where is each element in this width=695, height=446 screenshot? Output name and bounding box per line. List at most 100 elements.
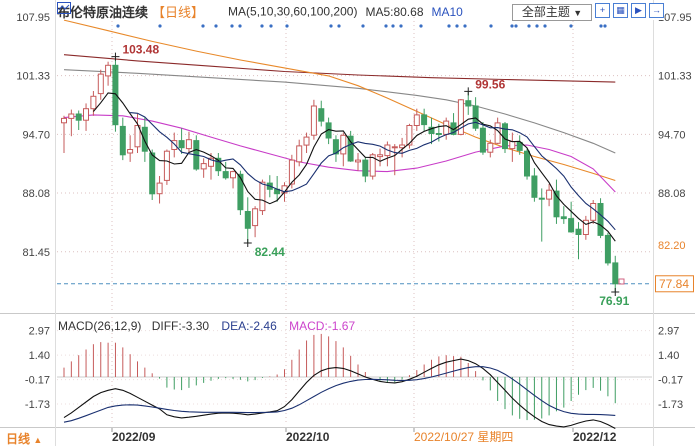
candle-body — [435, 133, 442, 135]
candle-body — [230, 171, 236, 179]
macd-histogram — [63, 333, 616, 421]
candle-body — [428, 126, 435, 135]
extreme-marker-cross — [111, 52, 120, 61]
candle-body — [112, 64, 119, 126]
candle-body — [399, 144, 406, 149]
candle-body — [310, 105, 317, 136]
candle-body — [200, 163, 207, 170]
y-axis-label-left: 101.33 — [16, 71, 50, 83]
triangle-up-icon: ▲ — [33, 435, 43, 445]
candle-body — [61, 117, 67, 124]
event-dot — [419, 24, 423, 28]
candle-body — [597, 203, 604, 236]
current-price-box — [655, 275, 694, 293]
settlement-price-label: 82.20 — [658, 240, 686, 252]
layout-grid-icon[interactable]: ▦ — [613, 3, 628, 18]
candle-body — [516, 141, 523, 151]
candle-body — [119, 125, 126, 156]
candle-body — [75, 113, 82, 121]
event-dot — [463, 24, 467, 28]
y-axis-label-left: 88.08 — [22, 188, 50, 200]
candle-body — [340, 134, 347, 155]
candle-body — [208, 157, 214, 167]
price-annotation: 99.56 — [475, 77, 505, 91]
candle-body — [546, 189, 553, 200]
chart-controls: 全部主题 ▼ + ▦ ▶ → — [512, 3, 664, 21]
macd-axis-label-right: -1.73 — [658, 399, 683, 411]
candle-body — [472, 105, 479, 129]
macd-dea-value: DEA:-2.46 — [221, 319, 277, 333]
candle-body — [369, 154, 376, 177]
period-selector[interactable]: 日线 ▲ — [6, 432, 43, 446]
candle-body — [421, 114, 428, 126]
price-annotation: 103.48 — [122, 43, 159, 57]
macd-params-label: MACD(26,12,9) — [58, 319, 142, 333]
candle-body — [582, 219, 589, 236]
y-axis-label-right: 94.70 — [658, 129, 686, 141]
y-axis-label-right: 88.08 — [658, 188, 686, 200]
chevron-down-icon: ▼ — [573, 8, 583, 18]
y-axis-label-right: 107.95 — [658, 12, 692, 24]
x-axis-label: 2022/10/27 星期四 — [414, 430, 513, 444]
candle-body — [105, 64, 112, 77]
event-dot — [158, 24, 162, 28]
ma-line-ma10 — [130, 112, 616, 231]
candle-body — [604, 234, 611, 264]
candle-body — [90, 95, 97, 110]
candles-group — [61, 56, 619, 292]
candle-body — [560, 216, 567, 220]
candle-body — [457, 99, 464, 135]
event-dot — [337, 24, 341, 28]
candle-body — [347, 135, 354, 162]
candle-body — [612, 262, 619, 285]
extreme-marker-cross — [243, 239, 252, 248]
event-dot — [599, 24, 603, 28]
event-dot — [391, 24, 395, 28]
candle-body — [377, 154, 384, 158]
candle-body — [568, 218, 575, 233]
event-dot — [361, 24, 365, 28]
macd-diff-value: DIFF:-3.30 — [151, 319, 210, 333]
candle-body — [443, 120, 450, 135]
candle-body — [68, 113, 75, 119]
candle-body — [553, 190, 560, 218]
candle-body — [244, 211, 251, 229]
candle-body — [362, 159, 369, 177]
chart-header: 布伦特原油连续 【日线】 MA(5,10,30,60,100,200) MA5:80.… — [57, 2, 463, 21]
x-axis-label: 2022/12 — [573, 430, 617, 444]
price-annotation: 76.91 — [599, 294, 629, 308]
candle-body — [252, 208, 259, 227]
event-dot — [447, 24, 451, 28]
macd-axis-label-left: 1.40 — [29, 350, 50, 362]
candle-body — [134, 125, 141, 148]
candle-body — [97, 73, 104, 95]
event-dot — [569, 24, 573, 28]
latest-price-marker — [618, 278, 625, 285]
macd-macd-value: MACD:-1.67 — [289, 319, 356, 333]
price-annotation: 82.44 — [255, 245, 285, 259]
macd-axis-label-left: 2.97 — [29, 326, 50, 338]
ma-line-ma5 — [92, 92, 616, 242]
macd-axis-label-right: 1.40 — [658, 350, 679, 362]
x-axis-label: 2022/09 — [112, 430, 156, 444]
candle-body — [538, 197, 545, 200]
candle-body — [156, 182, 163, 195]
macd-dea-line — [63, 366, 616, 423]
event-dot — [399, 24, 403, 28]
event-dot — [116, 24, 120, 28]
extreme-marker-cross — [464, 87, 473, 96]
x-axis-label: 2022/10 — [286, 430, 330, 444]
candle-body — [259, 181, 266, 212]
event-dot — [535, 24, 539, 28]
play-forward-icon[interactable]: ▶ — [631, 3, 646, 18]
candle-body — [531, 175, 538, 198]
candle-body — [222, 171, 229, 179]
ma-line-ma200 — [63, 54, 616, 83]
candle-body — [83, 108, 89, 121]
event-dot — [527, 24, 531, 28]
pan-icon[interactable]: + — [595, 3, 610, 18]
theme-dropdown[interactable]: 全部主题 ▼ — [512, 4, 592, 21]
export-icon[interactable]: → — [649, 3, 664, 18]
